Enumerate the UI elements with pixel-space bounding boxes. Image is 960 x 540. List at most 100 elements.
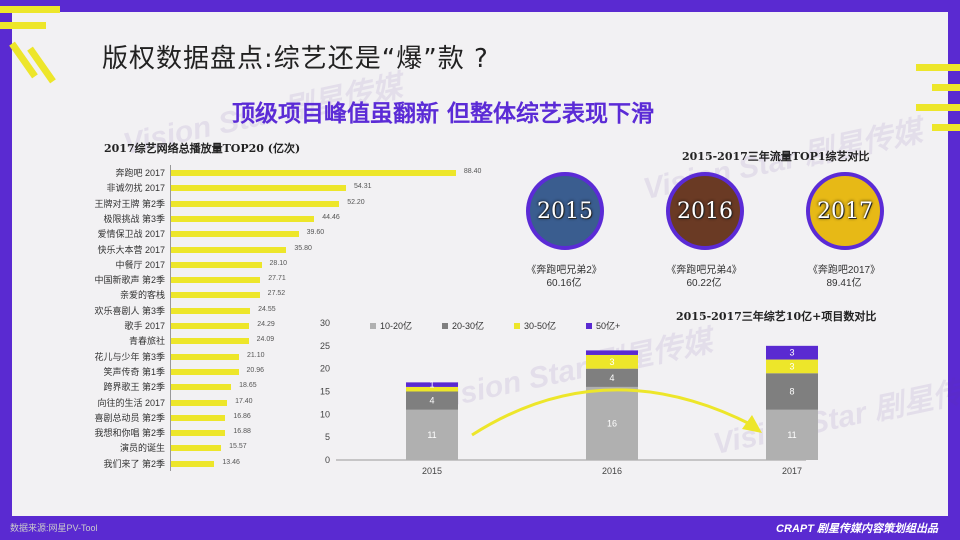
legend-label: 30-50亿 — [524, 320, 556, 331]
poster-view-value: 60.16亿 — [546, 278, 582, 289]
hbar-bar — [171, 430, 226, 437]
page-title: 版权数据盘点:综艺还是“爆”款 ? — [102, 44, 489, 74]
corner-stripe — [0, 22, 46, 29]
hbar-category-label: 快乐大本营 2017 — [97, 244, 165, 255]
page-subtitle: 顶级项目峰值虽翻新 但整体综艺表现下滑 — [232, 101, 655, 127]
hbar-category-label: 王牌对王牌 第2季 — [94, 198, 165, 209]
trend-arrow — [471, 388, 753, 437]
footer-brand: CRAPT 剧星传媒内容策划组出品 — [776, 523, 938, 535]
hbar-value-label: 15.57 — [229, 443, 247, 451]
hbar-bar — [171, 231, 299, 238]
segment-value-label: 8 — [789, 387, 794, 397]
hbar-bar — [171, 170, 456, 176]
hbar-value-label: 88.40 — [463, 168, 482, 175]
legend-swatch — [586, 323, 592, 329]
stack-segment — [586, 386, 638, 460]
hbar-bar — [171, 399, 228, 406]
poster-year: 2015 — [537, 198, 593, 224]
hbar-category-label: 歌手 2017 — [124, 321, 165, 331]
hbar-value-label: 24.55 — [258, 305, 276, 313]
stack-segment — [406, 386, 458, 392]
hbar-category-label: 我们来了 第2季 — [103, 458, 165, 469]
y-tick-label: 0 — [325, 455, 330, 465]
stack-segment — [766, 373, 818, 410]
hbar-category-label: 跨界歌王 第2季 — [103, 382, 165, 393]
hbar-category-label: 中餐厅 2017 — [115, 259, 165, 270]
y-tick-label: 25 — [320, 341, 330, 351]
hbar-axis-line — [170, 165, 171, 471]
poster-caption: 《奔跑吧兄弟2》 60.16亿 — [509, 264, 619, 290]
hbar-bar — [171, 445, 222, 452]
stack-segment — [766, 345, 818, 360]
hbar-category-label: 花儿与少年 第3季 — [94, 351, 165, 362]
hbar-bar — [171, 384, 232, 391]
segment-value-label: 3 — [609, 357, 614, 367]
corner-stripe — [916, 64, 960, 71]
hbar-bar — [171, 277, 261, 284]
hbar-value-label: 27.52 — [267, 290, 286, 298]
hbar-bar — [171, 292, 260, 299]
hbar-bar — [171, 185, 346, 192]
stacked-legend: 10-20亿 20-30亿 30-50亿 50亿+ — [370, 320, 620, 331]
stack-segment — [766, 359, 818, 374]
poster-show-name: 《奔跑吧兄弟4》 — [666, 265, 742, 276]
stack-segment — [586, 350, 638, 355]
hbar-category-labels: 奔跑吧 2017 非诚勿扰 2017 王牌对王牌 第2季 极限挑战 第3季 爱情保卫战 … — [40, 165, 165, 475]
segment-value-label: 16 — [607, 418, 617, 428]
segment-value-label: 4 — [609, 373, 614, 383]
poster-show-name: 《奔跑吧兄弟2》 — [526, 265, 602, 276]
hbar-category-label: 亲爱的客栈 — [119, 290, 165, 301]
hbar-value-label: 52.20 — [347, 198, 365, 206]
posters-heading: 2015-2017三年流量TOP1综艺对比 — [682, 150, 870, 163]
poster-caption: 《奔跑吧2017》 89.41亿 — [789, 264, 899, 290]
stack-segment — [406, 409, 458, 460]
hbar-category-label: 中国新歌声 第2季 — [94, 275, 165, 286]
hbar-value-label: 44.46 — [322, 213, 340, 221]
hbar-bar — [171, 338, 249, 345]
segment-value-label: 3 — [789, 361, 794, 371]
poster-2017: 2017 — [806, 172, 884, 250]
hbar-category-label: 演员的诞生 — [119, 443, 165, 454]
stack-segment — [406, 391, 458, 410]
corner-stripe — [932, 84, 960, 91]
segment-value-label: 11 — [787, 430, 796, 440]
segment-value-label: 1 — [429, 380, 434, 390]
hbar-bar — [171, 368, 239, 375]
hbar-value-label: 24.09 — [256, 336, 275, 344]
corner-stripe — [0, 6, 60, 13]
hbar-value-label: 21.10 — [246, 351, 265, 359]
hbar-category-label: 我想和你唱 第2季 — [94, 428, 165, 439]
poster-show-name: 《奔跑吧2017》 — [807, 265, 881, 276]
hbar-bar — [171, 307, 251, 314]
legend-label: 50亿+ — [596, 320, 620, 331]
legend-swatch — [370, 323, 376, 329]
hbar-bar — [171, 215, 315, 222]
hbar-value-label: 39.60 — [306, 229, 325, 237]
hbar-category-label: 青春旅社 — [128, 336, 165, 347]
hbar-category-label: 欢乐喜剧人 第3季 — [94, 305, 165, 316]
hbar-bars: 88.40 54.31 52.20 44.46 39.60 35.80 28.10 27.71… — [171, 165, 481, 475]
hbar-value-label: 16.88 — [233, 428, 251, 436]
poster-caption: 《奔跑吧兄弟4》 60.22亿 — [649, 264, 759, 290]
hbar-chart-title: 2017综艺网络总播放量TOP20 (亿次) — [104, 142, 301, 155]
stacked-x-axis: 2015 2016 2017 — [422, 466, 802, 476]
stack-segment — [406, 382, 458, 387]
hbar-category-label: 极限挑战 第3季 — [103, 213, 165, 224]
poster-2016: 2016 — [666, 172, 744, 250]
hbar-value-label: 18.65 — [239, 382, 257, 390]
stacked-y-axis: 0 5 10 15 20 25 30 — [320, 318, 806, 465]
hbar-category-label: 奔跑吧 2017 — [115, 168, 165, 178]
hbar-chart: 奔跑吧 2017 非诚勿扰 2017 王牌对王牌 第2季 极限挑战 第3季 爱情保卫战 … — [40, 165, 481, 475]
hbar-value-label: 28.10 — [269, 259, 288, 267]
segment-value-label: 11 — [427, 430, 436, 440]
stacked-chart-title: 2015-2017三年综艺10亿+项目数对比 — [676, 310, 877, 323]
hbar-value-label: 13.46 — [222, 458, 240, 466]
poster-year: 2016 — [677, 198, 733, 224]
hbar-category-label: 非诚勿扰 2017 — [106, 183, 165, 194]
hbar-bar — [171, 353, 239, 360]
x-tick-label: 2016 — [602, 466, 622, 476]
y-tick-label: 10 — [320, 409, 330, 419]
poster-view-value: 89.41亿 — [826, 278, 862, 289]
